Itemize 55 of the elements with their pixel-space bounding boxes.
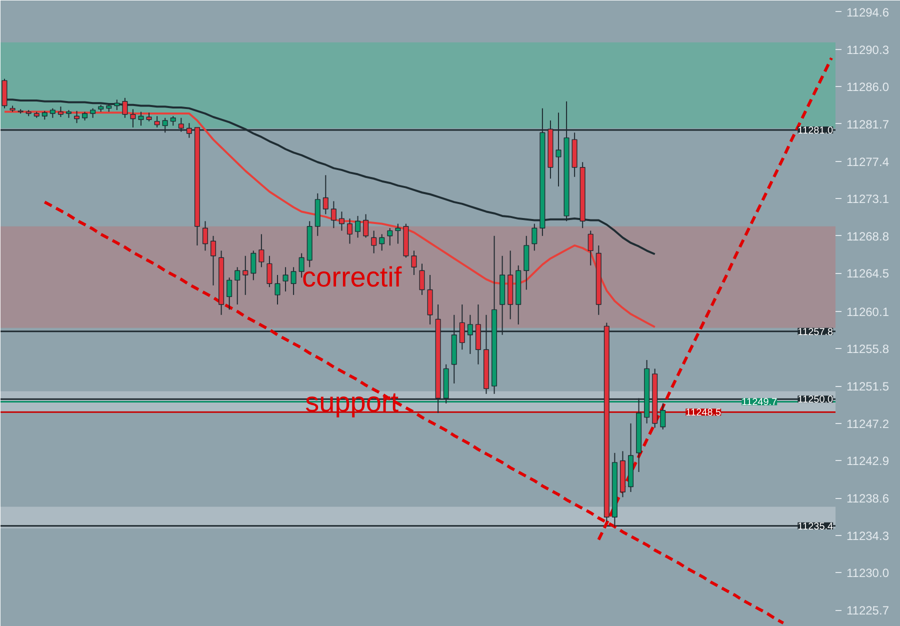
candlestick — [411, 250, 417, 276]
candlestick — [50, 108, 56, 118]
y-tick-label: 11281.7 — [846, 117, 890, 132]
candlestick — [130, 108, 136, 128]
candlestick — [154, 116, 160, 128]
candlestick — [274, 274, 280, 305]
candlestick — [355, 215, 361, 238]
candlestick — [363, 214, 369, 238]
candlestick — [226, 277, 232, 310]
y-tick-label: 11260.1 — [846, 304, 890, 319]
candlestick — [250, 250, 256, 281]
y-tick-label: 11225.7 — [846, 604, 890, 618]
candlestick — [532, 223, 538, 252]
y-tick-label: 11238.6 — [846, 492, 890, 506]
candlestick — [138, 111, 144, 126]
y-tick-label: 11277.4 — [846, 154, 890, 169]
y-tick-label: 11273.1 — [846, 192, 890, 206]
candlestick — [338, 211, 344, 232]
candlestick — [266, 255, 272, 288]
y-tick-label: 11234.3 — [846, 528, 890, 543]
candlestick — [588, 230, 594, 266]
candlestick — [234, 266, 240, 305]
candlestick — [379, 234, 385, 252]
candlestick — [74, 110, 80, 124]
ref-line-label: 11249.7 — [742, 397, 778, 408]
y-tick-label: 11242.9 — [846, 454, 890, 468]
candlestick — [419, 263, 425, 296]
candlestick — [387, 228, 393, 246]
candlestick — [298, 252, 304, 278]
candlestick — [346, 218, 353, 244]
candlestick — [371, 230, 377, 254]
y-tick-label: 11294.6 — [846, 5, 890, 20]
y-tick-label: 11286.0 — [846, 80, 890, 94]
candlestick — [258, 234, 264, 268]
y-tick-label: 11230.0 — [846, 566, 890, 580]
y-tick-label: 11247.2 — [846, 416, 890, 431]
ref-line-label: 11250.0 — [798, 394, 834, 406]
candlestick — [242, 255, 248, 296]
candlestick — [330, 200, 336, 229]
y-tick-label: 11268.8 — [846, 229, 890, 244]
candlestick — [202, 220, 208, 252]
candlestick — [58, 106, 64, 118]
candlestick — [90, 108, 96, 118]
candlestick — [395, 223, 401, 244]
y-tick-label: 11255.8 — [846, 342, 890, 356]
y-tick-label: 11251.5 — [846, 380, 890, 394]
candlestick — [322, 174, 328, 215]
y-tick-label: 11290.3 — [846, 42, 890, 57]
ref-line-label: 11248.5 — [686, 408, 722, 419]
candlestick — [170, 116, 176, 126]
candlestick — [210, 235, 216, 286]
y-tick-label: 11264.5 — [846, 266, 890, 281]
band-label: correctif — [302, 262, 402, 293]
candlestick — [290, 266, 296, 296]
candlestick — [282, 266, 288, 292]
